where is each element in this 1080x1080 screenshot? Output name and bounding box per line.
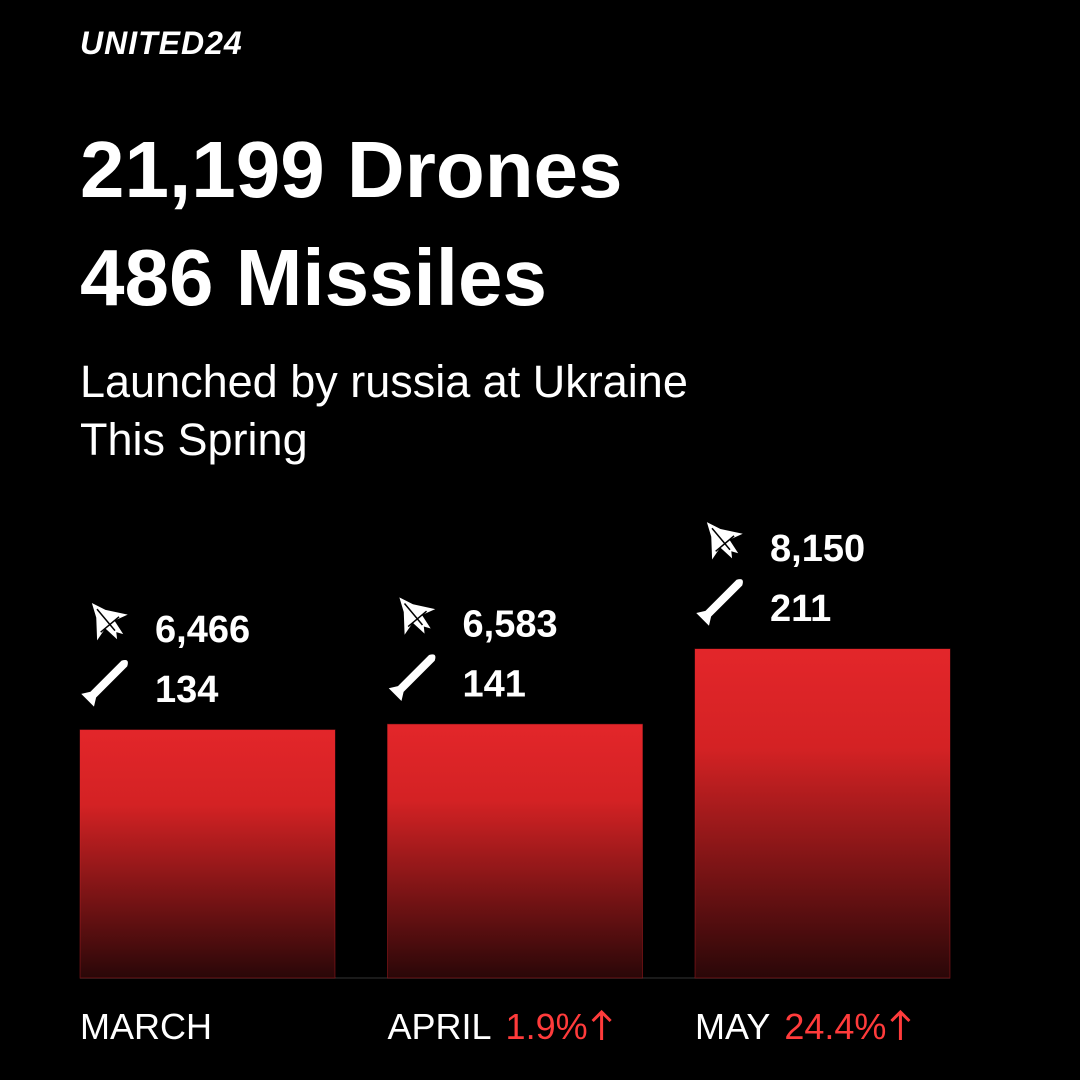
drone-shape (706, 522, 743, 560)
title-line: 21,199 Drones (80, 125, 623, 214)
subtitle-line: Launched by russia at Ukraine (80, 356, 688, 407)
missile-icon (388, 654, 436, 702)
growth-label: 24.4% (784, 1006, 886, 1047)
missile-count: 134 (155, 669, 218, 711)
brand: UNITED24 (80, 25, 243, 61)
x-tick-label: MAY (695, 1006, 770, 1047)
bar (79, 729, 336, 979)
subtitle-line: This Spring (80, 414, 308, 465)
drone-lines (711, 527, 735, 552)
growth-label: 1.9% (506, 1006, 588, 1047)
drone-count: 8,150 (770, 528, 865, 570)
title-line: 486 Missiles (80, 233, 547, 322)
missile-shape (388, 654, 436, 702)
drone-shape (91, 603, 128, 641)
growth-arrow (591, 1009, 612, 1040)
missile-icon (696, 579, 743, 626)
drone-shape (399, 597, 436, 635)
drone-lines (403, 603, 428, 628)
drone-icon (399, 597, 436, 635)
bar (694, 648, 951, 979)
x-tick-label: MARCH (80, 1006, 212, 1047)
drone-icon (91, 603, 128, 641)
drone-count: 6,466 (155, 609, 250, 651)
missile-shape (81, 659, 128, 707)
drone-count: 6,583 (463, 603, 558, 645)
missile-shape (696, 579, 743, 626)
bar (387, 723, 643, 979)
missile-icon (81, 659, 128, 707)
growth-arrow (890, 1009, 911, 1040)
missile-count: 211 (770, 588, 831, 630)
missile-count: 141 (463, 663, 526, 705)
drone-icon (706, 522, 743, 560)
drone-lines (96, 608, 120, 633)
x-tick-label: APRIL (388, 1006, 492, 1047)
